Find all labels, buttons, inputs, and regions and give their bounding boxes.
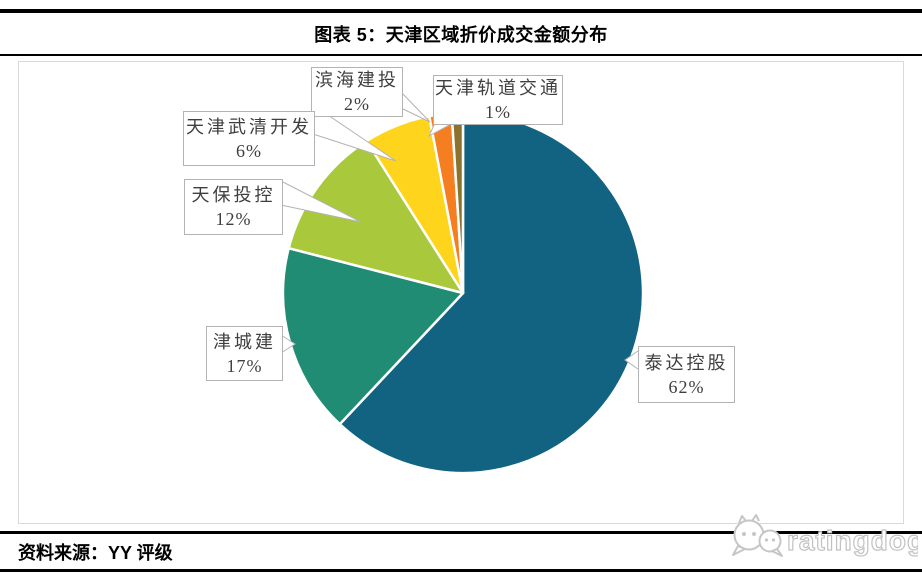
title-divider-rule xyxy=(0,54,922,56)
callout-label: 天津轨道交通 xyxy=(435,78,561,98)
callout-binhai: 滨海建投 2% xyxy=(311,67,403,117)
callout-value: 2% xyxy=(344,94,370,114)
callout-label: 天津武清开发 xyxy=(186,116,312,137)
callout-value: 1% xyxy=(485,102,511,122)
footer-top-rule xyxy=(0,531,922,534)
callout-value: 17% xyxy=(226,355,263,376)
callout-label: 天保投控 xyxy=(191,185,276,205)
chart-area: 滨海建投 2% 天津轨道交通 1% 天津武清开发 6% 天保投控 12% 津城建… xyxy=(18,61,904,524)
callout-label: 津城建 xyxy=(213,331,276,352)
pie-chart xyxy=(280,91,645,475)
source-note: 资料来源：YY 评级 xyxy=(18,543,173,563)
callout-pointer-jinchengjian xyxy=(280,334,296,354)
callout-value: 12% xyxy=(215,209,252,229)
top-rule xyxy=(0,9,922,13)
pie-slices-group xyxy=(281,111,645,475)
callout-leader-wuqing xyxy=(312,104,397,162)
callout-leader-tianbao xyxy=(280,180,362,223)
callout-label: 泰达控股 xyxy=(644,352,729,373)
ratingdog-icon-eyes xyxy=(742,532,776,542)
ratingdog-logo: ratingdog xyxy=(728,513,922,566)
callout-value: 62% xyxy=(668,376,705,397)
callout-leaders-group xyxy=(280,91,639,370)
bottom-rule xyxy=(0,569,922,572)
chart-title: 图表 5：天津区域折价成交金额分布 xyxy=(314,25,608,45)
callout-jinchengjian: 津城建 17% xyxy=(206,326,283,381)
callout-leader-guidao xyxy=(427,122,454,138)
ratingdog-wordmark: ratingdog xyxy=(787,525,918,556)
callout-taida: 泰达控股 62% xyxy=(638,346,735,403)
callout-tianbao: 天保投控 12% xyxy=(184,179,283,235)
callout-guidao: 天津轨道交通 1% xyxy=(433,75,563,125)
ratingdog-dog-icon xyxy=(732,514,783,557)
callout-wuqing: 天津武清开发 6% xyxy=(183,111,315,166)
callout-leader-binhai xyxy=(400,91,431,123)
callout-pointer-taida xyxy=(624,350,639,370)
callout-label: 滨海建投 xyxy=(315,70,399,90)
callout-value: 6% xyxy=(236,140,262,161)
